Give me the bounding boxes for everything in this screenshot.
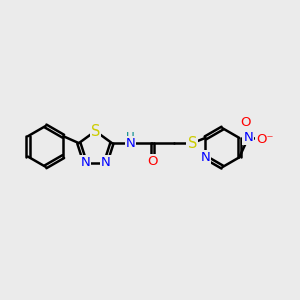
Text: H: H	[126, 131, 135, 144]
Text: S: S	[188, 136, 197, 151]
Text: N: N	[80, 156, 90, 169]
Text: O⁻: O⁻	[256, 133, 274, 146]
Text: O: O	[241, 116, 251, 129]
Text: O: O	[147, 155, 158, 168]
Text: N: N	[126, 137, 135, 150]
Text: N: N	[101, 156, 110, 169]
Text: N: N	[201, 151, 210, 164]
Text: N: N	[243, 131, 253, 144]
Text: S: S	[91, 124, 100, 139]
